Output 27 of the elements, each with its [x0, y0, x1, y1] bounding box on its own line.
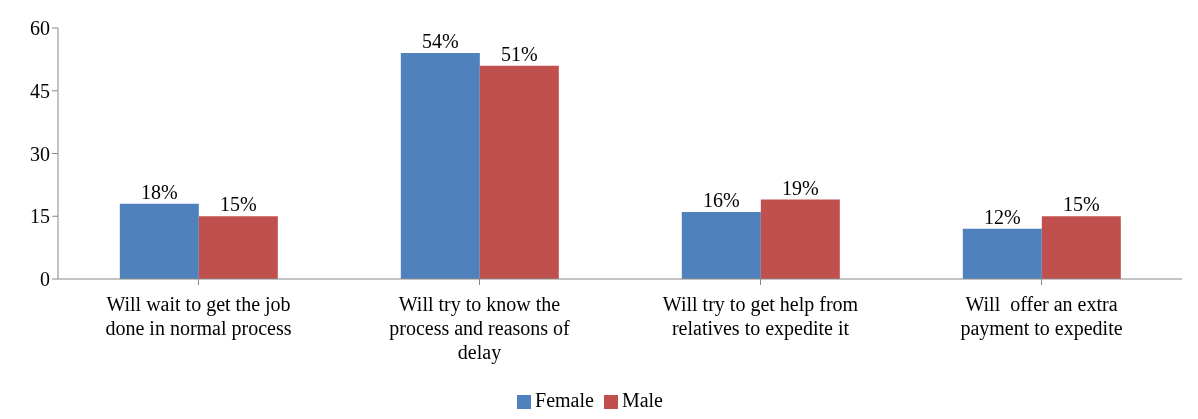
- data-label: 18%: [140, 180, 178, 203]
- x-tick-label: Will offer an extra payment to expedite: [960, 293, 1123, 340]
- data-label: 12%: [983, 205, 1021, 228]
- legend-label: Female: [535, 389, 594, 411]
- data-label: 15%: [1062, 193, 1100, 216]
- bar: [479, 65, 559, 279]
- y-tick-label: 30: [30, 142, 50, 165]
- bar: [119, 203, 199, 279]
- bar: [198, 216, 278, 279]
- data-label: 54%: [421, 30, 459, 53]
- data-label: 15%: [219, 193, 257, 216]
- legend-label: Male: [621, 389, 663, 411]
- x-tick-label: Will try to get help from relatives to expedite it: [662, 293, 859, 340]
- data-label: 19%: [781, 176, 819, 199]
- y-tick-label: 45: [30, 79, 50, 102]
- y-tick-label: 15: [30, 205, 50, 228]
- bar: [1041, 216, 1121, 279]
- x-tick-label: Will try to know the process and reasons of delay: [389, 293, 571, 364]
- bar: [760, 199, 840, 279]
- bar: [962, 228, 1042, 279]
- data-label: 51%: [500, 42, 538, 65]
- y-tick-label: 0: [40, 268, 50, 291]
- data-label: 16%: [702, 189, 740, 212]
- bar: [681, 212, 761, 279]
- bar: [400, 53, 480, 279]
- y-tick-label: 60: [30, 17, 50, 40]
- x-tick-label: Will wait to get the job done in normal process: [105, 293, 292, 340]
